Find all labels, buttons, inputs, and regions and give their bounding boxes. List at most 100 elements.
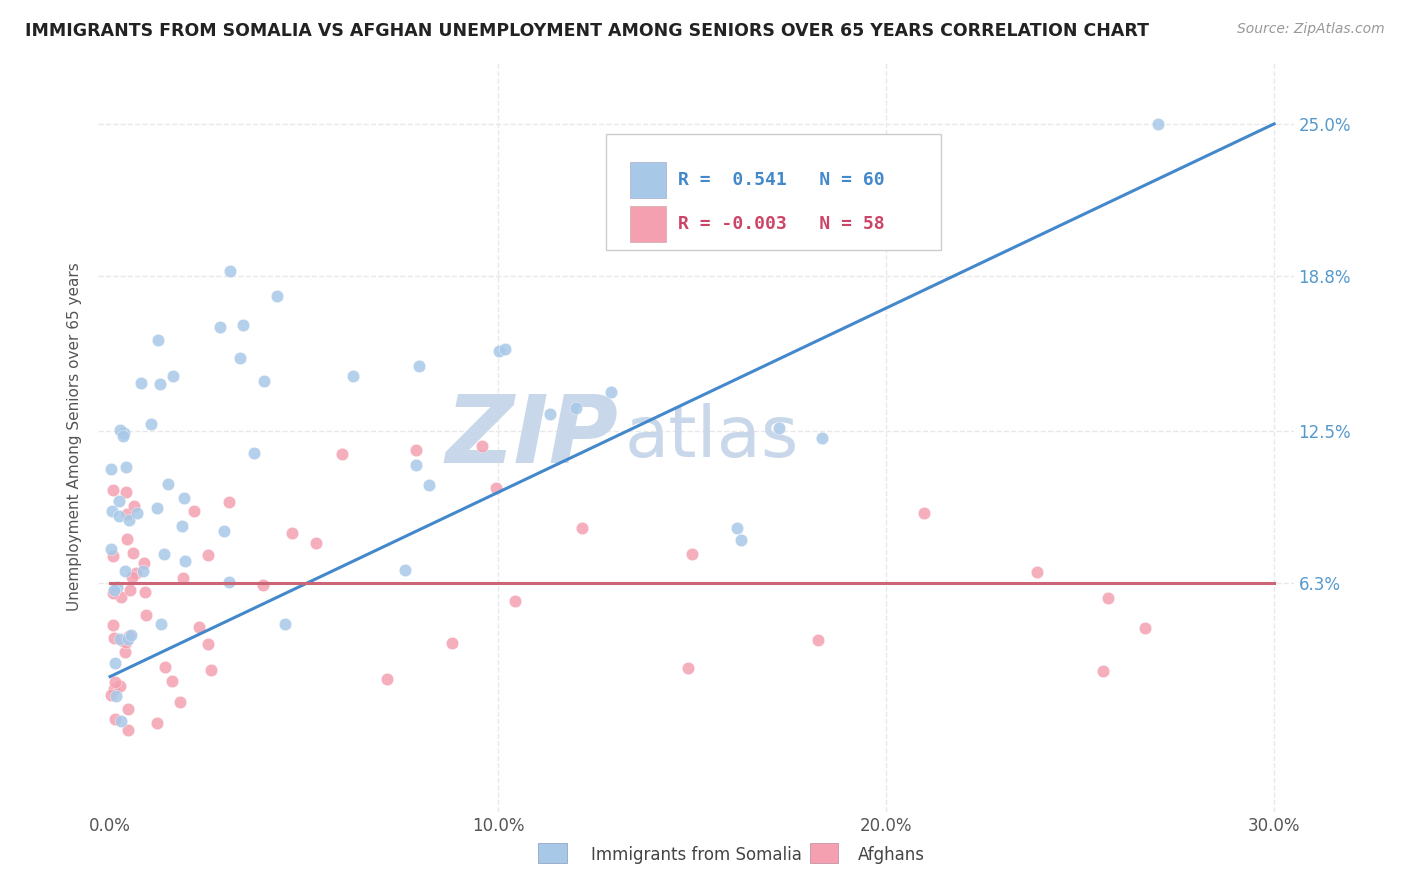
Point (197, 548, 219, 562)
Point (111, 633, 134, 648)
Point (146, 715, 169, 730)
Point (110, 714, 132, 728)
Point (117, 632, 139, 647)
Point (135, 607, 157, 622)
Point (503, 594, 526, 608)
Point (108, 423, 131, 437)
Point (107, 580, 129, 594)
Point (232, 318, 254, 332)
Point (281, 525, 304, 540)
Point (103, 712, 125, 726)
Point (252, 577, 274, 591)
Bar (538, 843, 567, 863)
Point (157, 476, 180, 491)
Point (571, 521, 593, 535)
Point (538, 407, 561, 421)
Point (173, 491, 195, 505)
Point (807, 633, 830, 648)
Point (253, 374, 276, 388)
FancyBboxPatch shape (630, 206, 666, 242)
Point (108, 632, 131, 647)
Point (101, 549, 124, 564)
Point (100, 541, 122, 556)
Point (218, 574, 240, 589)
Point (162, 368, 184, 383)
Point (681, 547, 703, 561)
Text: atlas: atlas (624, 402, 799, 472)
Point (200, 663, 222, 677)
Point (110, 679, 132, 693)
Point (117, 702, 139, 716)
Bar (810, 843, 838, 863)
Point (811, 431, 834, 445)
Point (153, 660, 176, 674)
Text: Immigrants from Somalia: Immigrants from Somalia (591, 846, 801, 863)
Point (768, 420, 790, 434)
Point (117, 723, 139, 737)
Point (332, 447, 354, 461)
Point (600, 385, 623, 400)
Point (153, 547, 176, 561)
Text: ZIP: ZIP (446, 391, 619, 483)
Point (118, 513, 141, 527)
Point (408, 359, 430, 374)
Point (120, 628, 142, 642)
Point (103, 631, 125, 645)
Point (243, 446, 266, 460)
FancyBboxPatch shape (630, 161, 666, 197)
Point (197, 637, 219, 651)
Point (274, 616, 297, 631)
Y-axis label: Unemployment Among Seniors over 65 years: Unemployment Among Seniors over 65 years (67, 263, 83, 611)
Point (405, 458, 427, 472)
Point (441, 636, 464, 650)
Point (494, 342, 516, 356)
Point (100, 462, 122, 476)
Point (131, 376, 153, 390)
Point (103, 583, 125, 598)
Point (342, 368, 364, 383)
Point (219, 263, 242, 277)
Point (115, 532, 138, 546)
Point (488, 343, 510, 358)
Text: IMMIGRANTS FROM SOMALIA VS AFGHAN UNEMPLOYMENT AMONG SENIORS OVER 65 YEARS CORRE: IMMIGRANTS FROM SOMALIA VS AFGHAN UNEMPL… (25, 22, 1149, 40)
Point (145, 500, 167, 515)
Point (173, 554, 195, 568)
Point (172, 518, 194, 533)
Point (115, 484, 138, 499)
Point (103, 681, 125, 696)
Point (149, 377, 172, 392)
Point (114, 460, 136, 475)
Point (1025, 565, 1047, 579)
Point (1146, 117, 1168, 131)
Point (162, 673, 184, 688)
FancyBboxPatch shape (606, 134, 941, 250)
Point (118, 629, 141, 643)
Point (1097, 591, 1119, 605)
Point (103, 483, 125, 497)
Point (127, 506, 149, 520)
Point (101, 618, 124, 632)
Point (169, 695, 191, 709)
Point (139, 417, 162, 431)
Point (122, 499, 145, 513)
Point (405, 442, 427, 457)
Point (375, 672, 398, 686)
Point (100, 504, 122, 518)
Point (103, 586, 125, 600)
Point (108, 494, 131, 508)
Point (114, 635, 136, 649)
Point (172, 571, 194, 585)
Point (124, 566, 146, 580)
Text: R = -0.003   N = 58: R = -0.003 N = 58 (678, 215, 884, 233)
Point (104, 689, 127, 703)
Point (114, 645, 136, 659)
Point (565, 401, 588, 416)
Point (266, 288, 288, 302)
Point (150, 616, 173, 631)
Point (188, 620, 211, 634)
Point (912, 506, 935, 520)
Point (1092, 664, 1115, 678)
Point (104, 656, 127, 670)
Point (104, 675, 127, 690)
Text: Afghans: Afghans (858, 846, 925, 863)
